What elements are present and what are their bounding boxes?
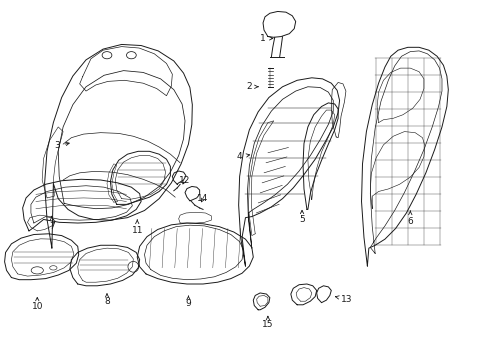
Text: 6: 6 xyxy=(407,211,412,226)
Text: 11: 11 xyxy=(131,220,142,235)
Text: 13: 13 xyxy=(335,294,352,303)
Text: 7: 7 xyxy=(49,216,55,231)
Text: 9: 9 xyxy=(185,296,191,308)
Text: 4: 4 xyxy=(236,152,249,161)
Text: 14: 14 xyxy=(197,194,208,203)
Text: 1: 1 xyxy=(260,34,272,43)
Text: 8: 8 xyxy=(104,294,110,306)
Text: 10: 10 xyxy=(31,297,43,311)
Text: 12: 12 xyxy=(179,176,190,185)
Text: 15: 15 xyxy=(262,316,273,329)
Text: 5: 5 xyxy=(299,210,305,224)
Text: 2: 2 xyxy=(246,82,258,91)
Text: 3: 3 xyxy=(54,141,69,150)
